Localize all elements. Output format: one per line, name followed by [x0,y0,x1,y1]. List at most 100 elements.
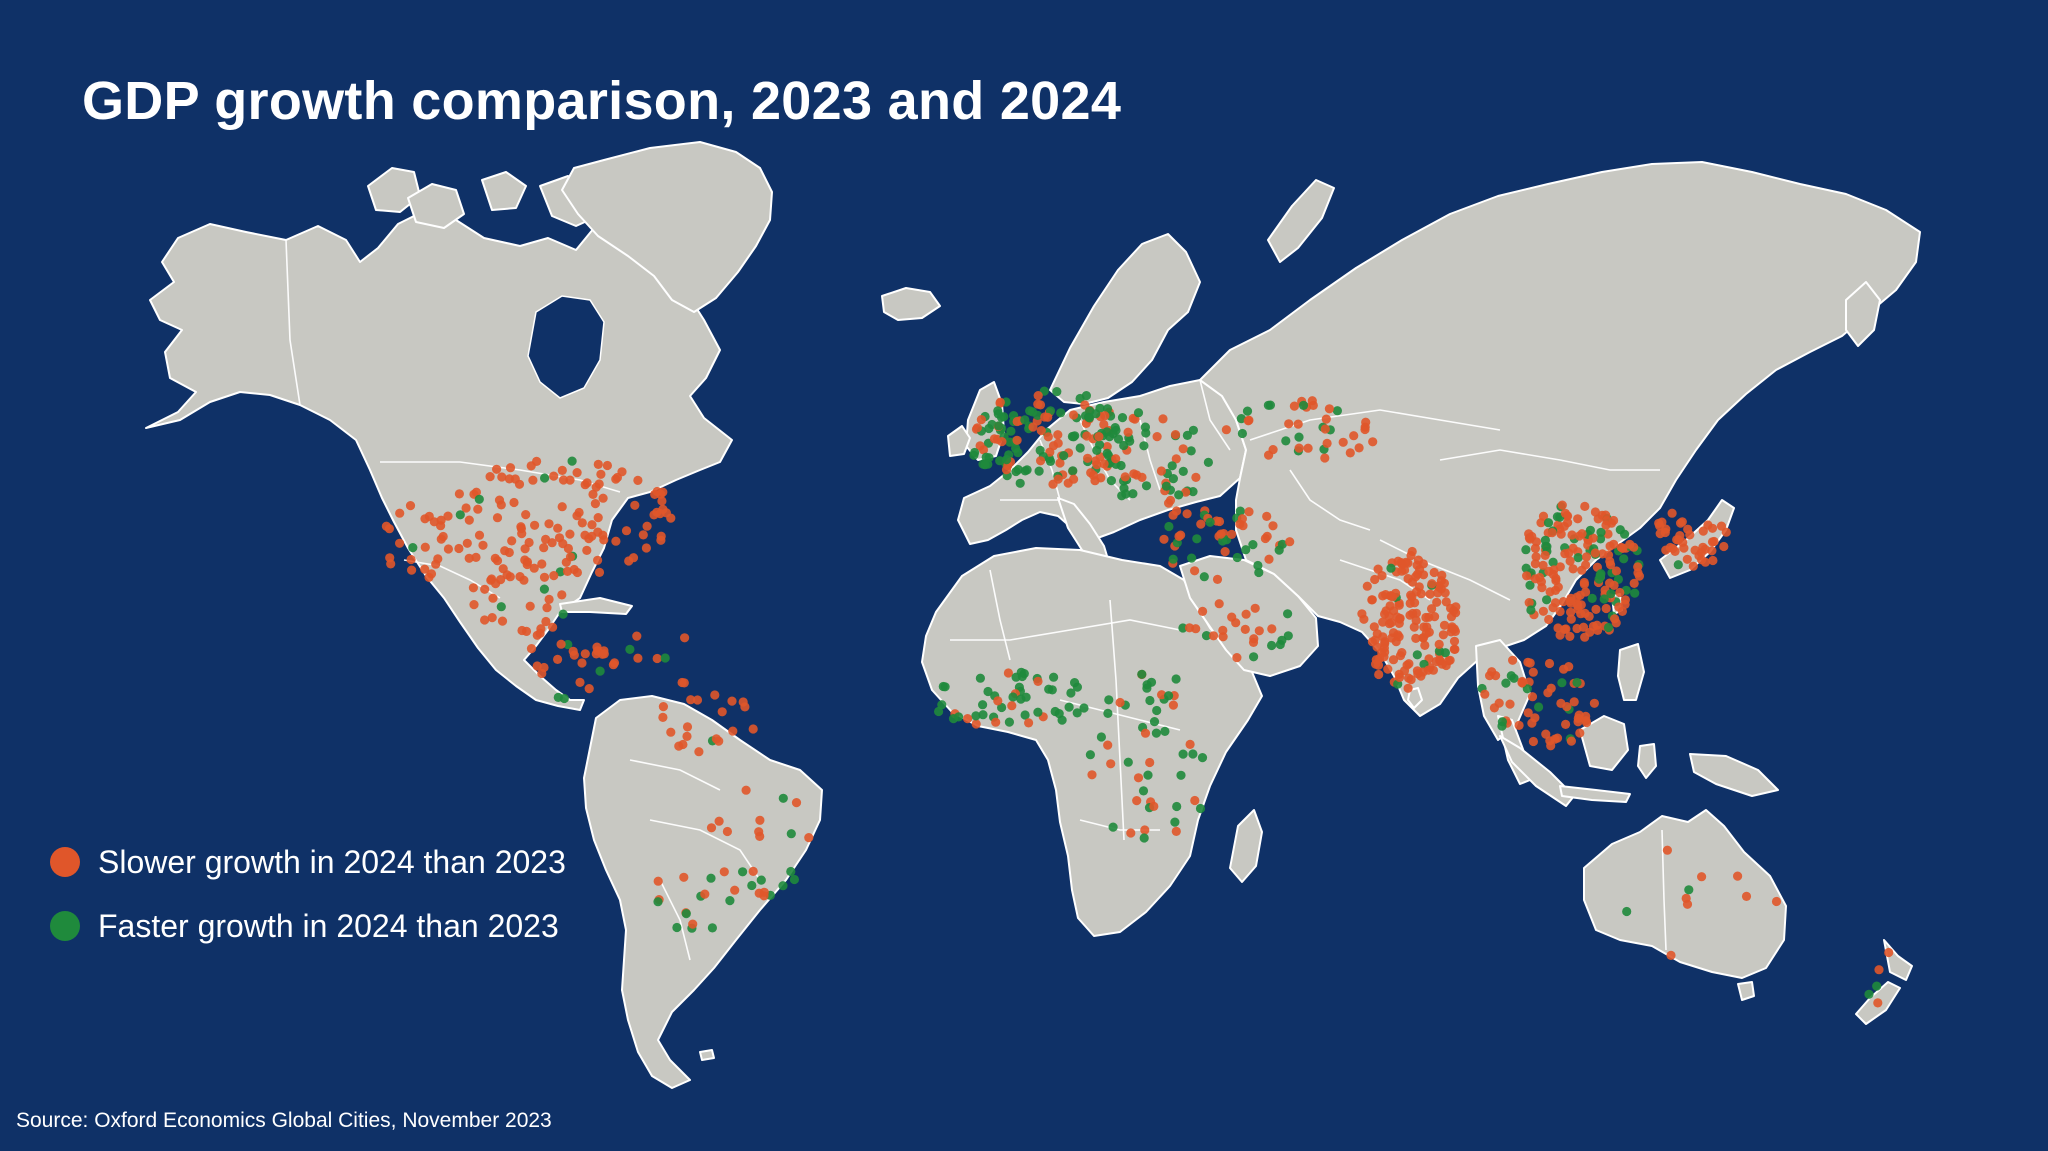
city-dot [395,538,405,548]
city-dot [492,556,503,566]
city-dot [1369,622,1379,632]
city-dot [1581,587,1591,597]
city-dot [408,543,418,553]
city-dot [621,526,632,536]
city-dot [638,530,648,540]
city-dot [1619,554,1629,564]
city-dot [1069,410,1079,420]
city-dot [1591,604,1601,615]
city-dot [1033,676,1043,687]
page-title: GDP growth comparison, 2023 and 2024 [82,71,1122,131]
city-dot [1011,443,1021,453]
city-dot [1573,514,1583,524]
city-dot [504,474,514,484]
city-dot [1156,466,1166,476]
city-dot [474,494,484,504]
city-dot [1012,435,1022,445]
city-dot [678,739,688,750]
city-dot [539,572,550,582]
city-dot [1178,623,1188,633]
city-dot [748,724,758,734]
city-dot [1056,408,1066,418]
city-dot [1303,443,1313,453]
city-dot [1178,444,1188,454]
landmass-falklands [699,1049,715,1061]
city-dot [711,734,722,744]
city-dot [1184,623,1195,633]
city-dot [1568,564,1578,574]
city-dot [1192,534,1202,544]
city-dot [424,572,434,583]
city-dot [1298,400,1309,410]
city-dot [591,482,601,492]
city-dot [1249,652,1259,662]
city-dot [612,472,623,483]
city-dot [653,897,663,907]
city-dot [1049,672,1059,682]
city-dot [1552,733,1563,743]
city-dot [1218,536,1228,546]
city-dot [1406,675,1416,685]
city-dot [1528,736,1538,747]
city-dot [1116,460,1126,471]
city-dot [591,649,601,659]
city-dot [727,696,737,706]
city-dot [1558,597,1568,607]
city-dot [1205,517,1215,527]
city-dot [1386,591,1396,601]
landmass-arctic-islands-2 [407,183,465,229]
city-dot [1111,454,1121,464]
city-dot [469,600,479,610]
city-dot [574,507,584,518]
city-dot [1553,623,1563,633]
city-dot [497,472,507,482]
city-dot [558,475,569,485]
city-dot [1629,578,1639,589]
city-dot [1218,632,1228,642]
city-dot [1168,554,1178,564]
city-dot [1522,684,1532,694]
city-dot [549,471,559,481]
city-dot [1244,507,1254,517]
city-dot [1580,632,1590,642]
city-dot [420,514,430,524]
city-dot [1094,432,1104,442]
city-dot [1505,699,1515,709]
city-dot [542,603,552,613]
city-dot [692,695,703,705]
city-dot [1603,622,1614,633]
city-dot [1338,437,1348,447]
city-dot [1395,672,1405,683]
city-dot [994,421,1004,431]
city-dot [454,489,464,499]
city-dot [1099,459,1109,469]
hudson-bay [527,295,605,399]
city-dot [1168,510,1178,520]
city-dot [480,615,490,625]
border-south-america-3 [659,879,691,961]
city-dot [633,475,643,485]
city-dot [1332,406,1342,416]
city-dot [1564,548,1574,558]
city-dot [1545,736,1555,746]
landmass-new-guinea [1689,753,1779,797]
city-dot [565,475,575,485]
city-dot [993,696,1003,706]
city-dot [420,542,430,552]
city-dot [1527,692,1538,702]
city-dot [521,509,531,520]
city-dot [582,478,592,488]
city-dot [1657,517,1667,527]
city-dot [1700,557,1710,567]
city-dot [1159,534,1169,544]
city-dot [1590,507,1600,517]
city-dot [454,543,464,554]
city-dot [1182,430,1192,440]
city-dot [652,653,662,664]
city-dot [1547,528,1557,538]
city-dot [1584,611,1594,622]
city-dot [1139,441,1149,451]
city-dot [1045,456,1056,466]
city-dot [1884,947,1894,958]
city-dot [1250,603,1260,613]
